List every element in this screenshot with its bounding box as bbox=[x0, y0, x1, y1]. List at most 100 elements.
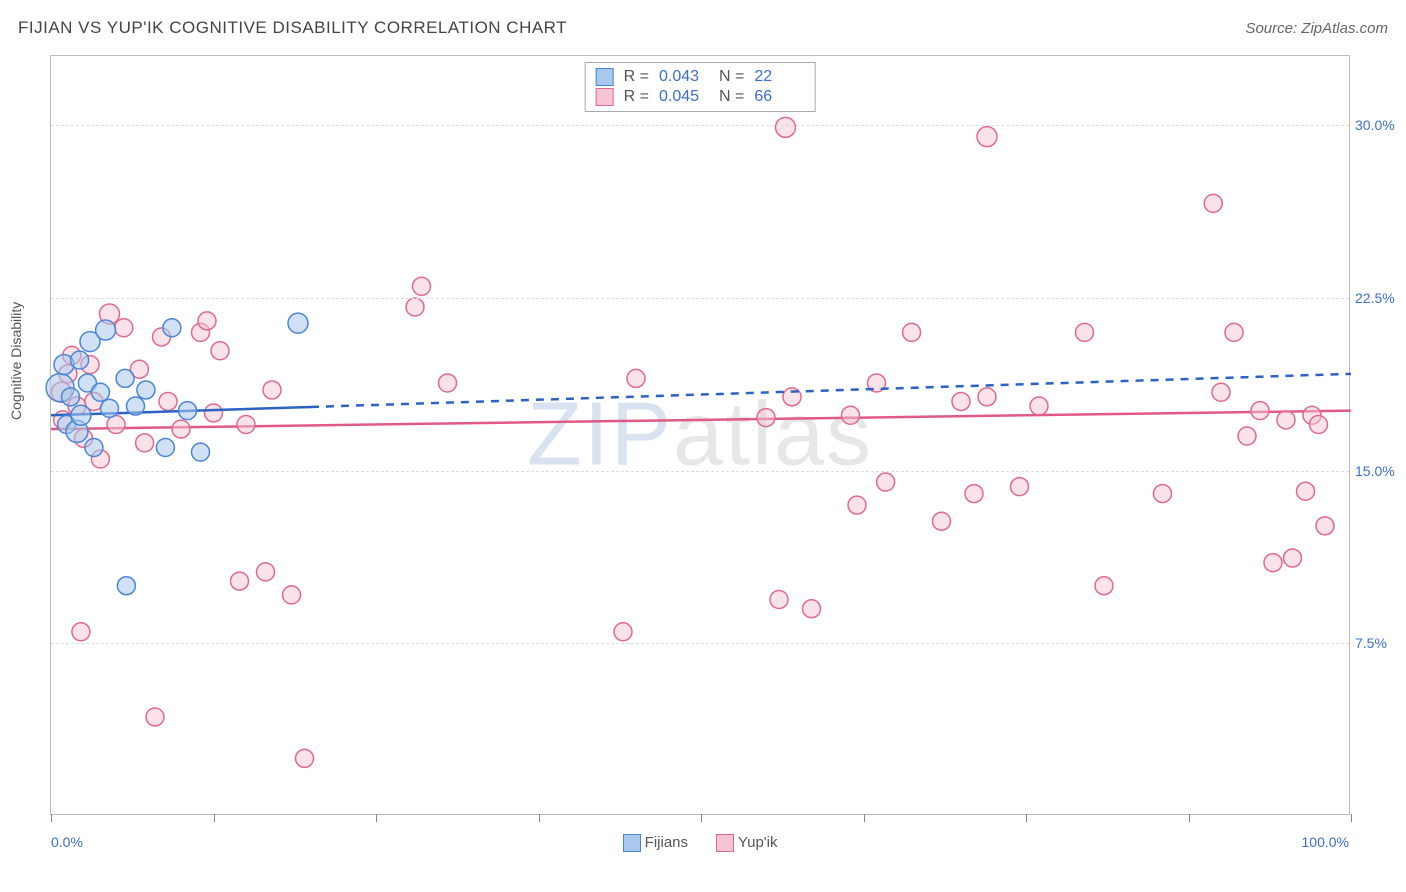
data-point bbox=[62, 388, 80, 406]
data-point bbox=[627, 369, 645, 387]
data-point bbox=[192, 443, 210, 461]
r-label-1: R = bbox=[624, 68, 649, 86]
data-point bbox=[205, 404, 223, 422]
y-axis-label: Cognitive Disability bbox=[8, 302, 24, 420]
x-tick-mark bbox=[51, 814, 52, 822]
legend-swatch-2 bbox=[716, 834, 734, 852]
x-tick-mark bbox=[1351, 814, 1352, 822]
data-point bbox=[101, 399, 119, 417]
x-tick-mark bbox=[864, 814, 865, 822]
data-point bbox=[1277, 411, 1295, 429]
x-tick-mark bbox=[214, 814, 215, 822]
y-tick-label: 15.0% bbox=[1355, 463, 1405, 479]
stat-legend: R = 0.043 N = 22 R = 0.045 N = 66 bbox=[585, 62, 816, 112]
r-value-2: 0.045 bbox=[659, 88, 709, 106]
data-point bbox=[296, 749, 314, 767]
data-point bbox=[263, 381, 281, 399]
data-point bbox=[146, 708, 164, 726]
title-row: FIJIAN VS YUP'IK COGNITIVE DISABILITY CO… bbox=[18, 18, 1388, 38]
data-point bbox=[439, 374, 457, 392]
data-point bbox=[107, 415, 125, 433]
data-point bbox=[137, 381, 155, 399]
data-point bbox=[1212, 383, 1230, 401]
data-point bbox=[136, 434, 154, 452]
data-point bbox=[848, 496, 866, 514]
x-tick-mark bbox=[1189, 814, 1190, 822]
data-point bbox=[877, 473, 895, 491]
y-tick-label: 7.5% bbox=[1355, 635, 1405, 651]
x-tick-mark bbox=[701, 814, 702, 822]
chart-title: FIJIAN VS YUP'IK COGNITIVE DISABILITY CO… bbox=[18, 18, 567, 38]
gridline bbox=[51, 643, 1349, 644]
data-point bbox=[933, 512, 951, 530]
data-point bbox=[903, 323, 921, 341]
data-point bbox=[72, 623, 90, 641]
legend-item-1: Fijians bbox=[623, 834, 689, 852]
data-point bbox=[231, 572, 249, 590]
data-point bbox=[978, 388, 996, 406]
x-tick-label-min: 0.0% bbox=[51, 834, 83, 850]
plot-area: ZIPatlas R = 0.043 N = 22 R = 0.045 N = … bbox=[50, 55, 1350, 815]
chart-container: FIJIAN VS YUP'IK COGNITIVE DISABILITY CO… bbox=[0, 0, 1406, 892]
r-value-1: 0.043 bbox=[659, 68, 709, 86]
data-point bbox=[406, 298, 424, 316]
data-point bbox=[116, 369, 134, 387]
data-point bbox=[283, 586, 301, 604]
r-label-2: R = bbox=[624, 88, 649, 106]
data-point bbox=[156, 439, 174, 457]
gridline bbox=[51, 125, 1349, 126]
data-point bbox=[85, 439, 103, 457]
data-point bbox=[803, 600, 821, 618]
data-point bbox=[179, 402, 197, 420]
data-point bbox=[1095, 577, 1113, 595]
data-point bbox=[1316, 517, 1334, 535]
data-point bbox=[1251, 402, 1269, 420]
data-point bbox=[842, 406, 860, 424]
gridline bbox=[51, 471, 1349, 472]
data-point bbox=[159, 392, 177, 410]
x-tick-mark bbox=[539, 814, 540, 822]
bottom-legend: Fijians Yup'ik bbox=[51, 834, 1349, 852]
n-label-2: N = bbox=[719, 88, 744, 106]
y-tick-label: 22.5% bbox=[1355, 290, 1405, 306]
data-point bbox=[1284, 549, 1302, 567]
legend-label-1: Fijians bbox=[645, 834, 688, 851]
data-point bbox=[71, 351, 89, 369]
data-point bbox=[776, 117, 796, 137]
n-value-1: 22 bbox=[754, 68, 804, 86]
trend-line-dashed bbox=[311, 374, 1351, 407]
data-point bbox=[1076, 323, 1094, 341]
data-point bbox=[91, 383, 109, 401]
stat-row-1: R = 0.043 N = 22 bbox=[596, 67, 805, 87]
data-point bbox=[757, 409, 775, 427]
data-point bbox=[1310, 415, 1328, 433]
swatch-series2 bbox=[596, 88, 614, 106]
n-value-2: 66 bbox=[754, 88, 804, 106]
data-point bbox=[1225, 323, 1243, 341]
n-label-1: N = bbox=[719, 68, 744, 86]
x-tick-mark bbox=[376, 814, 377, 822]
data-point bbox=[237, 415, 255, 433]
data-point bbox=[1030, 397, 1048, 415]
data-point bbox=[1011, 478, 1029, 496]
chart-svg bbox=[51, 56, 1349, 814]
data-point bbox=[413, 277, 431, 295]
legend-swatch-1 bbox=[623, 834, 641, 852]
swatch-series1 bbox=[596, 68, 614, 86]
data-point bbox=[288, 313, 308, 333]
source-attribution: Source: ZipAtlas.com bbox=[1245, 20, 1388, 37]
stat-row-2: R = 0.045 N = 66 bbox=[596, 87, 805, 107]
data-point bbox=[965, 485, 983, 503]
data-point bbox=[211, 342, 229, 360]
data-point bbox=[1204, 194, 1222, 212]
gridline bbox=[51, 298, 1349, 299]
legend-label-2: Yup'ik bbox=[738, 834, 778, 851]
data-point bbox=[172, 420, 190, 438]
y-tick-label: 30.0% bbox=[1355, 117, 1405, 133]
data-point bbox=[163, 319, 181, 337]
data-point bbox=[770, 591, 788, 609]
x-tick-label-max: 100.0% bbox=[1302, 834, 1349, 850]
data-point bbox=[977, 127, 997, 147]
data-point bbox=[115, 319, 133, 337]
data-point bbox=[1297, 482, 1315, 500]
